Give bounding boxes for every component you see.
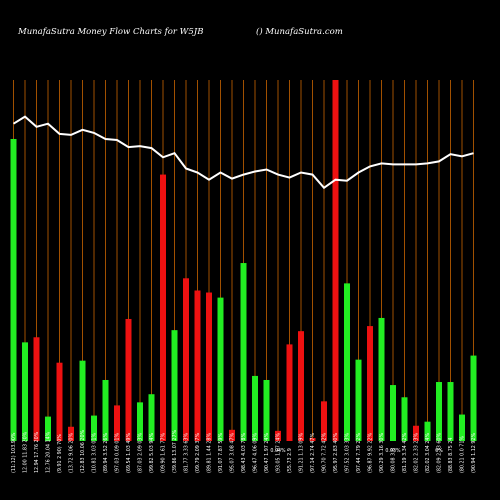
money-flow-bar-40: [470, 355, 477, 441]
money-flow-bar-6: [79, 360, 86, 441]
x-tick-label-16: (09.79 2.09 37%: [195, 433, 201, 473]
x-tick-label-36: (82.02 3.04 24%: [425, 433, 431, 473]
x-tick-label-24: (55.73 2.9: [287, 448, 293, 473]
x-tick-labels: (11:12) 103.90% 12.00 11.83 20% 12.94 17.7…: [11, 430, 477, 473]
x-tick-label-13: (09.90 1.61 77%: [161, 433, 167, 473]
annotation-1: 0.03%: [385, 448, 401, 454]
money-flow-bar-31: [367, 326, 373, 441]
money-flow-bar-30: [355, 359, 362, 441]
money-flow-bar-20: [240, 263, 247, 441]
x-tick-label-26: (97.14 2.74 47%: [310, 433, 316, 473]
x-tick-label-2: 12.94 17.76 20%: [34, 431, 40, 473]
money-flow-bar-12: [148, 394, 155, 441]
money-flow-bar-36: [424, 421, 431, 441]
money-flow-bar-16: [194, 290, 201, 441]
money-flow-bar-2: [33, 337, 40, 441]
money-flow-bars: [10, 80, 477, 441]
x-tick-label-20: (98.43 4.03 78%: [241, 433, 247, 473]
x-tick-label-33: (80.08 3.8: [391, 448, 397, 473]
money-flow-bar-4: [56, 362, 63, 441]
x-tick-label-11: (87.03 2.09 03%: [138, 433, 144, 473]
x-tick-label-34: (81.19 3.34 42%: [402, 433, 408, 473]
x-tick-label-9: (97.03 0.09 01%: [115, 433, 121, 473]
x-tick-label-15: (81.77 3.33 63%: [184, 433, 190, 473]
x-tick-label-8: (89.94 3.52 26%: [103, 433, 109, 473]
x-tick-label-27: (90.70 7.72 42%: [322, 433, 328, 473]
x-tick-label-28: (95.97 2.83 40%: [333, 433, 339, 473]
money-flow-bar-15: [183, 278, 189, 441]
x-tick-label-6: (12.83 10.06 20%: [80, 430, 86, 473]
money-flow-bar-34: [401, 397, 408, 441]
annotation-0: 0.04%: [270, 448, 286, 454]
money-flow-bar-13: [160, 174, 166, 441]
x-tick-label-32: (90.29 3.16 30%: [379, 433, 385, 473]
x-tick-label-25: (91.21 1.13 09%: [299, 433, 305, 473]
money-flow-bar-26: [309, 437, 316, 441]
annotations: 0.04% 0.03% 0%: [270, 448, 443, 454]
x-tick-label-10: (69.54 1.03 49%: [126, 433, 132, 473]
money-flow-bar-22: [263, 379, 270, 441]
money-flow-bar-9: [114, 405, 120, 441]
x-tick-label-31: (96.87 9.92 22%: [368, 433, 374, 473]
x-tick-label-23: (93.05 1.67 24%: [276, 433, 282, 473]
x-tick-label-40: (90.94 1.12 92%: [471, 433, 477, 473]
x-tick-label-38: (88.83 8.75 24: [448, 438, 454, 473]
x-tick-label-22: (90.47 1.97 24%: [264, 433, 270, 473]
money-flow-bar-7: [91, 415, 97, 441]
x-tick-label-18: (91.07 7.87 59%: [218, 433, 224, 473]
money-flow-bar-0: [10, 138, 17, 441]
annotation-2: 0%: [435, 448, 443, 454]
x-tick-label-14: (39.86 13.07 27%: [172, 430, 178, 473]
money-flow-bar-39: [459, 414, 465, 441]
x-tick-label-17: (89.81 1.44 28%: [207, 433, 213, 473]
x-tick-label-19: (95.07 3.08 47%: [230, 433, 236, 473]
money-flow-bar-27: [321, 401, 327, 441]
x-tick-label-4: (9.91 2 90) 70%: [57, 434, 63, 473]
money-flow-bar-35: [413, 425, 419, 441]
money-flow-bar-8: [102, 379, 109, 441]
x-tick-label-35: (82.02 2.33 23%: [414, 433, 420, 473]
x-tick-label-0: (11:12) 103.90%: [11, 432, 17, 473]
x-tick-label-1: 12.00 11.83 20%: [23, 431, 29, 473]
x-tick-label-3: 12.76 20.04 14%: [46, 431, 52, 473]
money-flow-bar-33: [390, 385, 396, 441]
money-flow-bar-25: [298, 331, 304, 441]
money-flow-bar-10: [125, 318, 132, 441]
chart-title: MunafaSutra Money Flow Charts for W5JB: [17, 27, 203, 37]
price-line-path: [12, 115, 474, 190]
money-flow-bar-5: [68, 426, 74, 441]
money-flow-bar-18: [217, 297, 224, 441]
money-flow-bar-32: [378, 317, 385, 441]
money-flow-bar-1: [22, 342, 28, 441]
x-tick-label-21: (96.47 4.06 09%: [253, 433, 259, 473]
money-flow-bar-19: [229, 429, 235, 441]
money-flow-bar-37: [436, 382, 442, 441]
money-flow-bar-23: [275, 430, 281, 441]
x-tick-label-39: (80.21 0.0 71%: [460, 436, 466, 473]
money-flow-bar-17: [206, 292, 212, 441]
money-flow-bar-21: [252, 375, 258, 441]
x-tick-label-7: (10.81 3.03 01%: [92, 433, 98, 473]
money-flow-bar-29: [344, 283, 350, 441]
site-credit: () MunafaSutra.com: [256, 26, 343, 37]
x-tick-label-12: (99.82 5.03 94%: [149, 433, 155, 473]
money-flow-bar-14: [171, 330, 178, 441]
money-flow-bar-38: [447, 382, 454, 441]
x-tick-label-30: (97.44 7.79 22%: [356, 433, 362, 473]
x-tick-label-5: (13.72 9.06 20%: [69, 433, 75, 473]
money-flow-bar-3: [45, 416, 51, 441]
price-line: [12, 115, 474, 190]
x-tick-label-29: (97.52 3.03 33%: [345, 433, 351, 473]
x-tick-label-37: (82.09 2.33 60%: [437, 433, 443, 473]
money-flow-bar-28: [332, 80, 339, 441]
money-flow-bar-24: [286, 344, 293, 441]
money-flow-bar-11: [137, 402, 143, 441]
